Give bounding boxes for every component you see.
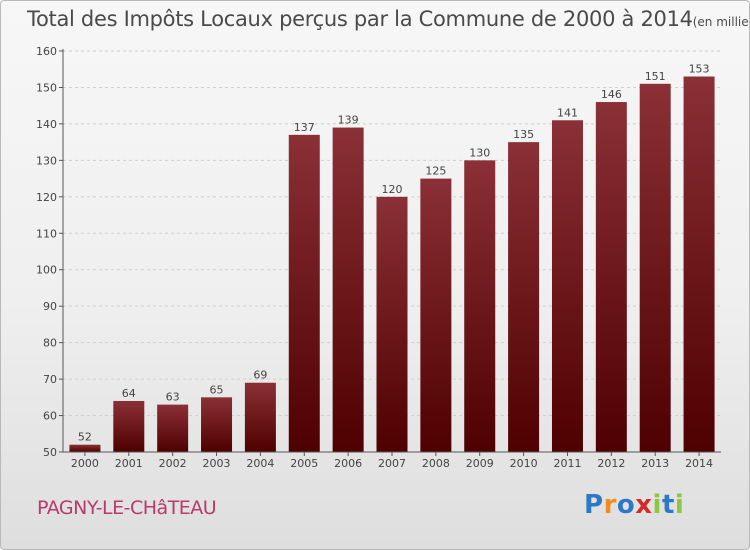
x-tick-label: 2014 — [685, 457, 713, 470]
logo-letter: P — [584, 490, 604, 520]
bar-2006 — [332, 127, 364, 453]
proxiti-logo: Proxiti — [584, 490, 684, 520]
bar-2000 — [69, 444, 101, 452]
x-tick-label: 2007 — [378, 457, 406, 470]
data-label: 125 — [425, 165, 446, 178]
y-tick-label: 80 — [43, 337, 57, 350]
bar-2001 — [113, 400, 145, 452]
x-tick-label: 2005 — [290, 457, 318, 470]
data-label: 69 — [253, 369, 267, 382]
y-tick-label: 100 — [36, 264, 57, 277]
y-tick-label: 120 — [36, 191, 57, 204]
x-tick-label: 2000 — [71, 457, 99, 470]
bar-2009 — [464, 160, 496, 452]
bar-2008 — [420, 178, 452, 452]
logo-letter: x — [635, 490, 653, 520]
y-tick-label: 130 — [36, 154, 57, 167]
x-tick-label: 2003 — [203, 457, 231, 470]
chart-title-main: Total des Impôts Locaux perçus par la Co… — [27, 7, 693, 31]
bar-2007 — [376, 196, 408, 452]
bar-2010 — [508, 142, 540, 453]
data-label: 65 — [210, 383, 224, 396]
data-label: 52 — [78, 431, 92, 444]
x-tick-label: 2012 — [597, 457, 625, 470]
x-tick-label: 2006 — [334, 457, 362, 470]
x-tick-label: 2011 — [553, 457, 581, 470]
bar-2002 — [157, 404, 189, 452]
logo-letter: i — [674, 490, 685, 520]
x-tick-label: 2013 — [641, 457, 669, 470]
bar-2005 — [288, 134, 320, 452]
logo-letter: t — [661, 490, 675, 520]
logo-letter: r — [603, 490, 617, 520]
x-tick-label: 2002 — [159, 457, 187, 470]
y-tick-label: 60 — [43, 410, 57, 423]
y-tick-label: 110 — [36, 227, 57, 240]
chart-title-unit: (en milliers d'€) — [692, 15, 749, 29]
y-tick-label: 90 — [43, 300, 57, 313]
logo-letter: i — [652, 490, 662, 520]
bar-2011 — [551, 120, 583, 452]
data-label: 63 — [166, 391, 180, 404]
data-label: 153 — [689, 63, 710, 76]
x-tick-label: 2004 — [246, 457, 274, 470]
x-tick-label: 2008 — [422, 457, 450, 470]
data-label: 146 — [601, 88, 622, 101]
data-label: 120 — [382, 183, 403, 196]
commune-name: PAGNY-LE-CHâTEAU — [37, 497, 217, 519]
bar-2003 — [201, 397, 233, 452]
y-tick-label: 70 — [43, 373, 57, 386]
x-tick-label: 2001 — [115, 457, 143, 470]
bar-2004 — [244, 382, 276, 452]
x-tick-label: 2010 — [510, 457, 538, 470]
data-label: 151 — [645, 70, 666, 83]
bar-2013 — [639, 83, 671, 453]
y-tick-label: 140 — [36, 118, 57, 131]
data-label: 64 — [122, 387, 136, 400]
x-tick-label: 2009 — [466, 457, 494, 470]
data-label: 137 — [294, 121, 315, 134]
y-tick-label: 150 — [36, 81, 57, 94]
data-label: 141 — [557, 106, 578, 119]
y-tick-label: 160 — [36, 45, 57, 58]
y-tick-label: 50 — [43, 446, 57, 459]
data-label: 139 — [338, 114, 359, 127]
logo-letter: o — [616, 490, 636, 520]
chart-title: Total des Impôts Locaux perçus par la Co… — [27, 7, 749, 31]
bar-2014 — [683, 76, 715, 452]
data-label: 130 — [469, 146, 490, 159]
bar-2012 — [595, 102, 627, 452]
data-label: 135 — [513, 128, 534, 141]
